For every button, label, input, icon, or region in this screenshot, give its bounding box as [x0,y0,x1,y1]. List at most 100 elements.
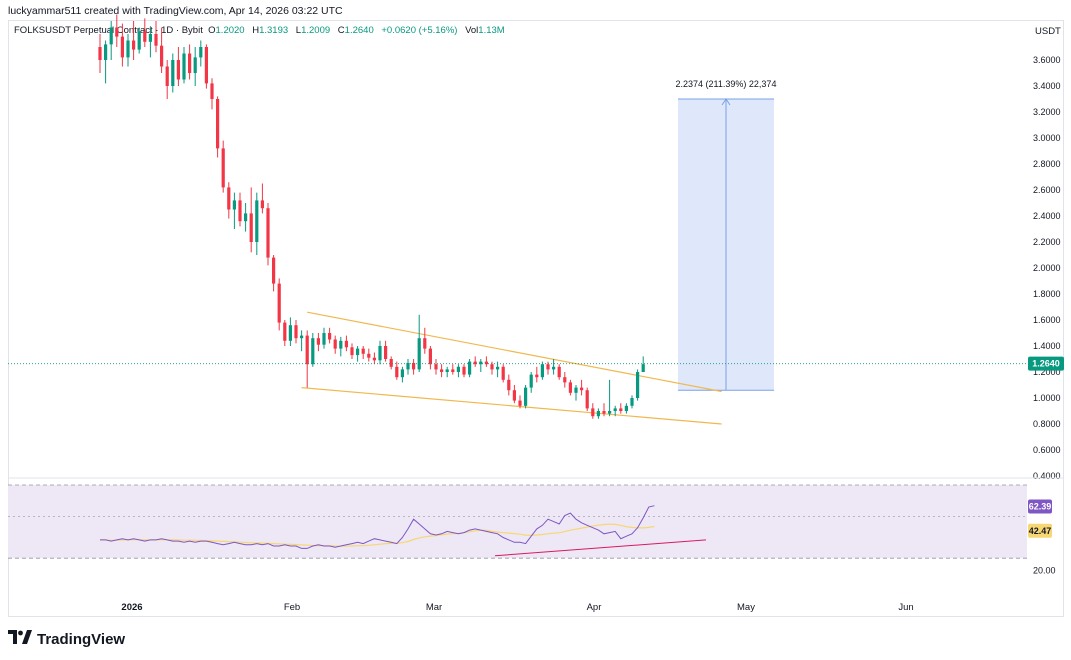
time-tick-label: 2026 [121,602,142,613]
price-axis[interactable]: 3.6000 3.4000 3.2000 3.0000 2.8000 2.6000 2.40… [1028,55,1064,481]
candle-body [535,374,539,378]
candle-body [496,366,500,370]
candle [417,314,421,372]
candle-body [512,390,516,401]
candle-body [596,411,600,417]
candle [210,78,214,110]
candle-body [120,36,124,58]
candle [372,352,376,365]
candle [613,405,617,417]
time-axis[interactable]: 2026 Feb Mar Apr May Jun [121,602,913,613]
volume-label: Vol [465,25,479,36]
candle-body [608,411,612,414]
candle [524,385,528,409]
candle-body [501,366,505,380]
candle [445,366,449,378]
candle [283,320,287,346]
candle-body [115,27,119,37]
rsi-trendline [494,539,707,557]
candle [468,359,472,378]
candle-body [171,60,175,86]
candle-body [216,99,220,149]
candle [540,361,544,380]
candle [624,403,628,414]
candle-body [451,369,455,372]
candle-body [249,213,253,242]
candle-body [283,322,287,341]
candle [568,379,572,396]
candle-body [361,348,365,354]
candle [395,361,399,380]
candle-body [322,333,326,345]
candle-body [619,408,623,411]
candle [496,361,500,378]
candle-body [188,53,192,73]
candle-body [160,45,164,67]
tradingview-logo-icon [8,630,32,648]
ohlc-high-label: H [252,25,260,36]
candle [423,327,427,354]
candle-body [300,335,304,339]
candle-body [406,362,410,370]
price-range-measure[interactable]: 2.2374 (211.39%) 22,374 [676,79,777,391]
candle [608,379,612,417]
candle [98,34,102,73]
candle-body [333,339,337,349]
candle-body [417,338,421,370]
candle-body [484,361,488,365]
currency-label[interactable]: USDT [1035,26,1061,37]
candle [272,255,276,292]
candle [316,333,320,352]
time-tick-label: Jun [898,602,913,613]
ohlc-change-value: +0.0620 (+5.16%) [381,25,458,36]
candle-body [266,208,270,258]
candle-body [557,366,561,378]
candle-body [412,362,416,370]
candle-body [182,53,186,80]
candle-body [176,60,180,80]
rsi-ma-tag [1028,523,1052,538]
candle [512,385,516,404]
candle-body [165,66,169,86]
ohlc-low-value: 1.2009 [301,25,331,36]
candle-body [384,346,388,359]
candle-body [221,148,225,188]
candle [507,374,511,396]
candle-body [350,347,354,356]
candle-body [294,325,298,339]
candle [484,356,488,367]
candle-body [636,372,640,398]
candle-body [434,364,438,370]
trendlines[interactable] [301,311,722,425]
volume-value: 1.13M [478,25,505,36]
candle [193,47,197,86]
tradingview-logo[interactable]: TradingView [8,630,125,648]
rsi-line [100,505,655,549]
price-tick-label: 2.6000 [1033,185,1061,195]
candle [574,385,578,401]
price-tick-label: 0.6000 [1033,445,1061,455]
rsi-pane[interactable]: 62.39 42.47 20.00 [8,477,1064,575]
candle [154,21,158,53]
candle [602,403,606,417]
price-tick-label: 2.8000 [1033,159,1061,169]
candle-body [378,346,382,361]
candle [400,366,404,383]
price-tick-label: 2.2000 [1033,237,1061,247]
candle [428,346,432,370]
candle-body [109,27,113,45]
candle [535,366,539,383]
trendline-1 [307,311,722,393]
candle [434,359,438,375]
candle-body [260,200,264,209]
candle [557,364,561,380]
candle [238,192,242,227]
candle [171,53,175,93]
tradingview-logo-text: TradingView [37,630,126,648]
candle [591,403,595,419]
price-tick-label: 0.4000 [1033,471,1061,481]
candle-body [524,387,528,406]
symbol-name[interactable]: FOLKSUSDT Perpetual Contract · 1D · Bybi… [14,25,203,36]
candle [277,278,281,331]
